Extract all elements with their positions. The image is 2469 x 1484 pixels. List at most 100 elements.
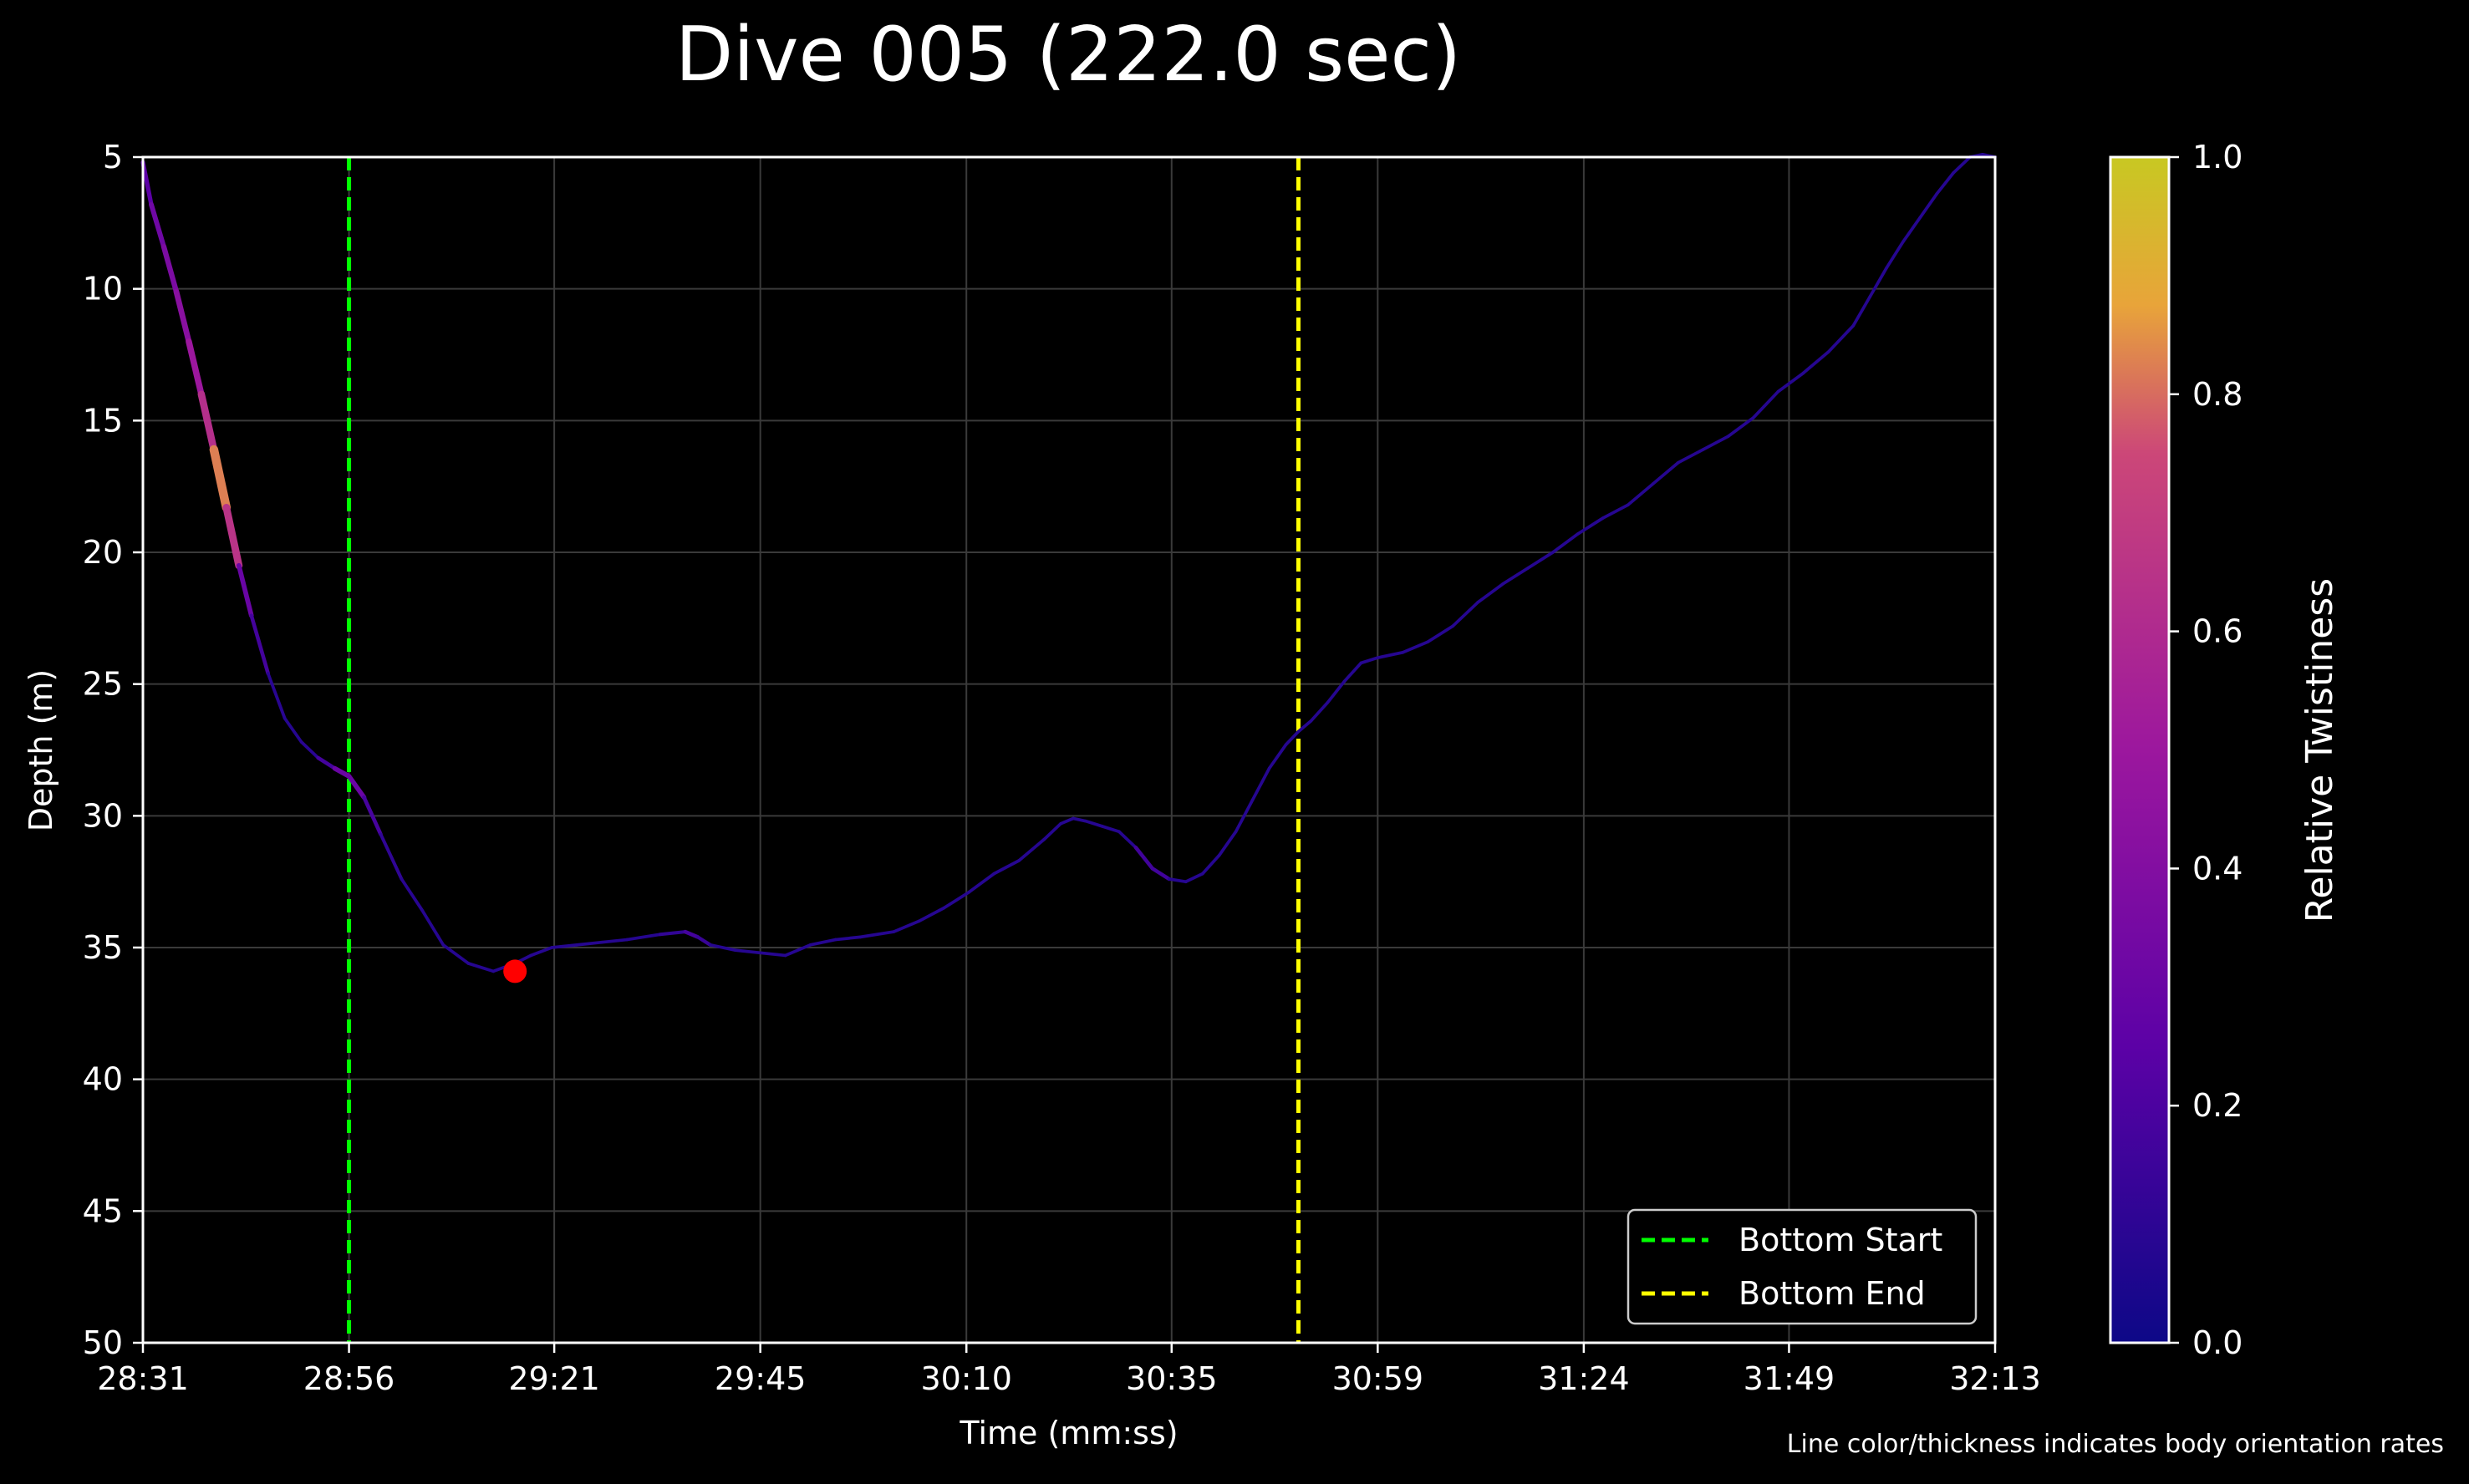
depth-segment xyxy=(1200,853,1221,876)
x-tick-label: 29:45 xyxy=(715,1360,807,1397)
depth-segment xyxy=(346,774,367,800)
colorbar-tick-label: 0.4 xyxy=(2192,850,2242,887)
depth-segment xyxy=(441,943,471,965)
grid-lines xyxy=(143,157,1995,1343)
depth-segment xyxy=(892,919,921,933)
colorbar-ticks: 0.0 0.2 0.4 0.6 0.8 1.0 xyxy=(2169,139,2242,1361)
depth-segment xyxy=(1296,719,1313,734)
x-tick-label: 30:10 xyxy=(920,1360,1012,1397)
depth-segment xyxy=(1726,416,1755,439)
depth-segment xyxy=(186,338,205,398)
x-tick-label: 28:31 xyxy=(97,1360,189,1397)
x-axis-ticks: 28:31 28:56 29:21 29:45 30:10 30:35 30:59 31:24… xyxy=(97,1343,2041,1397)
depth-segment xyxy=(1072,816,1087,823)
y-axis-label: Depth (m) xyxy=(23,669,59,832)
y-tick-label: 25 xyxy=(83,666,123,703)
legend-label-bottom-start: Bottom Start xyxy=(1738,1222,1942,1258)
depth-segment xyxy=(1751,389,1780,420)
depth-segment xyxy=(1676,448,1705,465)
depth-segment xyxy=(420,908,445,947)
colorbar-tick-label: 0.8 xyxy=(2192,376,2242,413)
colorbar-label: Relative Twistiness xyxy=(2298,578,2341,922)
depth-segment xyxy=(466,962,496,973)
depth-segment xyxy=(1042,821,1062,841)
depth-segment xyxy=(173,288,192,345)
depth-segment xyxy=(575,940,603,947)
depth-segment xyxy=(758,951,787,958)
depth-segment xyxy=(708,943,737,953)
depth-segment xyxy=(1217,830,1238,857)
depth-segment xyxy=(316,755,337,770)
depth-segment xyxy=(550,943,578,949)
depth-segment xyxy=(1576,516,1605,536)
depth-segment xyxy=(833,935,863,942)
legend: Bottom Start Bottom End xyxy=(1626,1208,1978,1325)
colorbar-tick-label: 0.2 xyxy=(2192,1087,2242,1124)
depth-segment xyxy=(379,832,404,882)
depth-segment xyxy=(600,938,629,944)
depth-segment xyxy=(967,872,996,894)
y-tick-label: 15 xyxy=(83,402,123,439)
y-tick-label: 35 xyxy=(83,929,123,966)
depth-segment xyxy=(1017,837,1046,862)
depth-segment xyxy=(1309,700,1330,723)
depth-segment xyxy=(1150,867,1172,882)
depth-segment xyxy=(1101,825,1121,834)
plot-frame xyxy=(141,155,1997,1344)
y-tick-label: 5 xyxy=(103,139,123,175)
depth-segment xyxy=(808,938,837,947)
x-tick-label: 31:24 xyxy=(1538,1360,1630,1397)
depth-segment xyxy=(1868,266,1889,298)
depth-segment xyxy=(1952,155,1972,175)
depth-segment xyxy=(1451,601,1479,628)
depth-segment xyxy=(1776,371,1805,394)
legend-label-bottom-end: Bottom End xyxy=(1738,1275,1926,1312)
depth-segment xyxy=(1059,816,1075,826)
depth-segment xyxy=(299,740,320,760)
max-depth-marker xyxy=(503,959,527,983)
colorbar-tick-label: 1.0 xyxy=(2192,139,2242,175)
depth-segment xyxy=(249,613,271,676)
depth-segment xyxy=(1935,171,1955,196)
y-tick-label: 10 xyxy=(83,271,123,307)
depth-segment xyxy=(160,244,180,295)
depth-segment xyxy=(683,929,700,939)
y-tick-label: 40 xyxy=(83,1061,123,1098)
depth-segment xyxy=(1501,567,1530,586)
depth-segment xyxy=(942,890,971,910)
depth-segment xyxy=(1359,656,1380,665)
x-tick-label: 30:59 xyxy=(1332,1360,1424,1397)
depth-segment xyxy=(1284,729,1301,747)
depth-segment xyxy=(1267,743,1288,770)
depth-segment xyxy=(236,562,254,618)
depth-segment xyxy=(1651,460,1680,485)
max-depth-marker-group xyxy=(503,959,527,983)
depth-segment xyxy=(625,933,662,942)
depth-segment xyxy=(222,503,243,570)
depth-segment xyxy=(1167,877,1188,884)
depth-segment xyxy=(1401,640,1430,654)
depth-segment xyxy=(1376,650,1405,659)
depth-segment xyxy=(283,716,303,744)
x-tick-label: 30:35 xyxy=(1126,1360,1218,1397)
colorbar: 0.0 0.2 0.4 0.6 0.8 1.0 Relative Twistiness xyxy=(2109,139,2341,1361)
depth-segment xyxy=(1250,766,1271,802)
x-tick-label: 28:56 xyxy=(303,1360,395,1397)
legend-box xyxy=(1626,1208,1978,1325)
depth-segment xyxy=(362,795,383,836)
depth-segment xyxy=(1476,582,1504,604)
bottom-phase-lines xyxy=(347,157,1301,1343)
y-tick-label: 20 xyxy=(83,534,123,571)
depth-segment xyxy=(197,390,218,454)
y-tick-label: 45 xyxy=(83,1192,123,1229)
depth-segment xyxy=(917,906,946,923)
depth-segment xyxy=(1551,532,1580,554)
x-axis-label: Time (mm:ss) xyxy=(959,1415,1178,1451)
depth-segment xyxy=(783,943,812,958)
depth-segment xyxy=(858,930,896,939)
depth-series xyxy=(140,152,1997,973)
depth-segment xyxy=(266,672,287,720)
depth-segment xyxy=(1851,295,1872,328)
depth-segment xyxy=(658,930,687,937)
